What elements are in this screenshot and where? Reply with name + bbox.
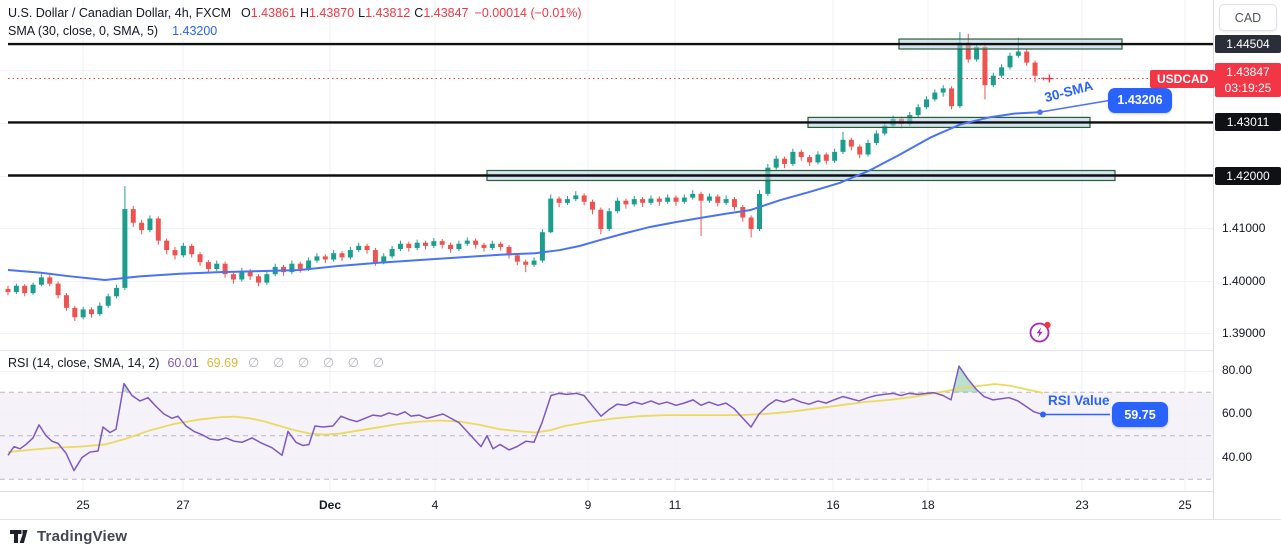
- ohlc-close-value: 1.43847: [423, 6, 469, 20]
- lightning-icon: [1029, 321, 1051, 343]
- rsi-legend-value: 60.01: [167, 356, 199, 370]
- time-axis-label: 25: [1178, 498, 1192, 512]
- change-value: −0.00014 (−0.01%): [474, 6, 582, 20]
- time-axis-label: Dec: [318, 498, 342, 512]
- ohlc-low-key: L: [358, 6, 366, 20]
- footer-bar: TradingView: [0, 519, 1281, 553]
- time-axis-label: 18: [921, 498, 935, 512]
- ohlc-open-key: O: [241, 6, 251, 20]
- flash-events-button[interactable]: [1027, 319, 1053, 345]
- ohlc-close-key: C: [414, 6, 424, 20]
- sma-callout-line: [1039, 99, 1113, 113]
- current-price-marker: [1045, 74, 1054, 83]
- tradingview-logo-icon: [10, 529, 28, 543]
- time-axis-label: 16: [826, 498, 840, 512]
- rsi-legend-label[interactable]: RSI (14, close, SMA, 14, 2): [8, 356, 160, 370]
- rsi-grid: [0, 351, 1213, 492]
- rsi-pane-svg[interactable]: [0, 351, 1213, 492]
- ohlc-low-value: 1.43812: [365, 6, 411, 20]
- price-line-symbol-label: USDCAD: [1150, 69, 1216, 88]
- axis-tick-label: 1.41000: [1222, 221, 1266, 235]
- sma-legend-row[interactable]: SMA (30, close, 0, SMA, 5) 1.43200: [8, 22, 582, 40]
- price-level-badge: 1.43011: [1215, 113, 1281, 132]
- chart-plot-area: U.S. Dollar / Canadian Dollar, 4h, FXCM O…: [0, 0, 1216, 520]
- symbol-legend-row[interactable]: U.S. Dollar / Canadian Dollar, 4h, FXCM O…: [8, 4, 582, 22]
- price-pane[interactable]: U.S. Dollar / Canadian Dollar, 4h, FXCM O…: [0, 0, 1216, 349]
- axis-tick-label: 60.00: [1222, 406, 1253, 420]
- ohlc-open-value: 1.43861: [250, 6, 296, 20]
- ohlc-high-key: H: [299, 6, 309, 20]
- time-axis[interactable]: 25 27 Dec 4 9 11 16 18 23 25: [0, 491, 1213, 520]
- time-axis-label: 11: [668, 498, 682, 512]
- last-price-badge: 1.43847 03:19:25: [1215, 62, 1281, 97]
- sma-value-badge: 1.43206: [1108, 87, 1172, 113]
- time-axis-label: 25: [76, 498, 90, 512]
- time-axis-label: 4: [431, 498, 439, 512]
- axis-tick-label: 40.00: [1222, 449, 1253, 464]
- rsi-callout-text[interactable]: RSI Value: [1048, 392, 1110, 408]
- axis-tick-label: 80.00: [1222, 362, 1253, 377]
- sma-legend-value: 1.43200: [172, 24, 218, 38]
- level-rays: [8, 38, 1213, 182]
- tradingview-logo-text: TradingView: [37, 528, 128, 545]
- sma-end-dot: [1037, 109, 1043, 115]
- rsi-ma-line: [7, 383, 1044, 453]
- rsi-empty-slots: ∅ ∅ ∅ ∅ ∅ ∅: [248, 355, 390, 370]
- axis-tick-label: 1.40000: [1222, 273, 1266, 288]
- time-axis-label: 27: [176, 498, 190, 512]
- rsi-ma-legend-value: 69.69: [206, 356, 239, 370]
- price-axis[interactable]: CAD 1.440001.410001.400001.3900080.0060.…: [1213, 0, 1281, 519]
- symbol-title[interactable]: U.S. Dollar / Canadian Dollar, 4h, FXCM: [8, 6, 232, 20]
- tradingview-logo[interactable]: TradingView: [10, 528, 127, 545]
- main-legend: U.S. Dollar / Canadian Dollar, 4h, FXCM O…: [8, 4, 582, 40]
- price-level-badge: 1.44504: [1215, 35, 1281, 53]
- rsi-legend-row[interactable]: RSI (14, close, SMA, 14, 2) 60.01 69.69 ∅ ∅…: [8, 355, 389, 371]
- time-axis-label: 23: [1075, 498, 1089, 512]
- last-price-countdown: 03:19:25: [1224, 80, 1272, 95]
- rsi-pane[interactable]: RSI (14, close, SMA, 14, 2) 60.01 69.69 ∅ ∅…: [0, 350, 1213, 492]
- last-price-value: 1.43847: [1226, 64, 1270, 79]
- rsi-value-badge: 59.75: [1112, 402, 1168, 428]
- price-level-badge: 1.42000: [1215, 166, 1281, 185]
- sma-legend-label[interactable]: SMA (30, close, 0, SMA, 5): [8, 24, 159, 38]
- axis-tick-label: 1.39000: [1222, 326, 1266, 341]
- currency-toggle-button[interactable]: CAD: [1219, 4, 1277, 31]
- rsi-line: [7, 365, 1044, 472]
- time-axis-label: 9: [584, 498, 592, 512]
- sma-line: [7, 111, 1041, 281]
- ohlc-high-value: 1.43870: [308, 6, 355, 20]
- rsi-end-dot: [1040, 411, 1046, 418]
- price-pane-svg[interactable]: [0, 0, 1213, 349]
